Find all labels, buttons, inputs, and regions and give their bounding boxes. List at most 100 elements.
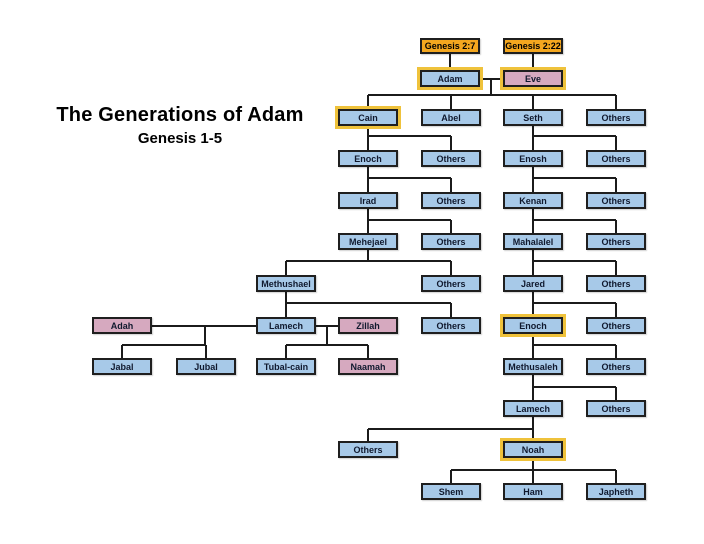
node-mahalalel: Mahalalel xyxy=(503,233,563,250)
node-ham: Ham xyxy=(503,483,563,500)
node-enoch_s: Enoch xyxy=(503,317,563,334)
sibling-bus-line xyxy=(286,260,451,262)
child-stub-line xyxy=(205,345,207,358)
node-others3: Others xyxy=(586,150,646,167)
node-others4: Others xyxy=(421,192,481,209)
node-others6: Others xyxy=(421,233,481,250)
sibling-bus-line xyxy=(533,219,616,221)
node-enosh: Enosh xyxy=(503,150,563,167)
child-stub-line xyxy=(450,220,452,233)
page-subtitle: Genesis 1-5 xyxy=(137,130,223,147)
descent-line xyxy=(532,375,534,387)
node-zillah: Zillah xyxy=(338,317,398,334)
sibling-bus-line xyxy=(122,344,206,346)
child-stub-line xyxy=(532,178,534,192)
sibling-bus-line xyxy=(533,177,616,179)
descent-line xyxy=(367,209,369,220)
node-others5: Others xyxy=(586,192,646,209)
sibling-bus-line xyxy=(368,135,451,137)
child-stub-line xyxy=(367,136,369,150)
node-others9: Others xyxy=(586,275,646,292)
node-others7: Others xyxy=(586,233,646,250)
child-stub-line xyxy=(615,345,617,358)
sibling-bus-line xyxy=(368,428,533,430)
child-stub-line xyxy=(615,261,617,275)
node-japheth: Japheth xyxy=(586,483,646,500)
descent-line xyxy=(532,167,534,178)
descent-line xyxy=(532,458,534,470)
title-block: The Generations of Adam Genesis 1-5 xyxy=(28,104,332,147)
node-others14: Others xyxy=(338,441,398,458)
node-kenan: Kenan xyxy=(503,192,563,209)
child-stub-line xyxy=(367,429,369,441)
node-seth: Seth xyxy=(503,109,563,126)
sibling-bus-line xyxy=(368,177,451,179)
node-others8: Others xyxy=(421,275,481,292)
child-stub-line xyxy=(532,470,534,483)
child-stub-line xyxy=(615,387,617,400)
child-stub-line xyxy=(532,345,534,358)
child-stub-line xyxy=(450,261,452,275)
node-methusaleh: Methusaleh xyxy=(503,358,563,375)
descent-line xyxy=(532,334,534,345)
node-genesis222: Genesis 2:22 xyxy=(503,38,563,54)
node-others11: Others xyxy=(586,317,646,334)
sibling-bus-line xyxy=(533,386,616,388)
child-stub-line xyxy=(532,95,534,109)
descent-line xyxy=(532,292,534,303)
child-stub-line xyxy=(615,136,617,150)
node-genesis27: Genesis 2:7 xyxy=(420,38,480,54)
child-stub-line xyxy=(615,220,617,233)
descent-line xyxy=(532,126,534,136)
descent-line xyxy=(532,417,534,429)
sibling-bus-line xyxy=(533,302,616,304)
node-tubalcain: Tubal-cain xyxy=(256,358,316,375)
child-stub-line xyxy=(367,95,369,109)
child-stub-line xyxy=(121,345,123,358)
descent-line xyxy=(532,250,534,261)
descent-line xyxy=(367,250,369,261)
child-stub-line xyxy=(367,178,369,192)
child-stub-line xyxy=(450,178,452,192)
node-jared: Jared xyxy=(503,275,563,292)
descent-line xyxy=(367,167,369,178)
sibling-bus-line xyxy=(533,344,616,346)
node-methushael: Methushael xyxy=(256,275,316,292)
node-others1: Others xyxy=(586,109,646,126)
child-stub-line xyxy=(285,303,287,317)
descent-line xyxy=(490,79,492,95)
node-others10: Others xyxy=(421,317,481,334)
child-stub-line xyxy=(450,470,452,483)
node-lamech_s: Lamech xyxy=(503,400,563,417)
child-stub-line xyxy=(532,429,534,441)
sibling-bus-line xyxy=(286,302,451,304)
sibling-bus-line xyxy=(368,94,616,96)
node-jabal: Jabal xyxy=(92,358,152,375)
node-lamech_c: Lamech xyxy=(256,317,316,334)
node-naamah: Naamah xyxy=(338,358,398,375)
child-stub-line xyxy=(367,345,369,358)
descent-line xyxy=(532,209,534,220)
node-irad: Irad xyxy=(338,192,398,209)
child-stub-line xyxy=(615,178,617,192)
child-stub-line xyxy=(285,345,287,358)
child-stub-line xyxy=(367,220,369,233)
node-eve: Eve xyxy=(503,70,563,87)
node-abel: Abel xyxy=(421,109,481,126)
node-others2: Others xyxy=(421,150,481,167)
descent-line xyxy=(367,126,369,136)
descent-line xyxy=(449,54,451,70)
child-stub-line xyxy=(615,95,617,109)
child-stub-line xyxy=(615,303,617,317)
descent-line xyxy=(326,326,328,345)
node-shem: Shem xyxy=(421,483,481,500)
child-stub-line xyxy=(532,136,534,150)
child-stub-line xyxy=(450,95,452,109)
node-enoch_c: Enoch xyxy=(338,150,398,167)
sibling-bus-line xyxy=(533,135,616,137)
node-adam: Adam xyxy=(420,70,480,87)
node-others12: Others xyxy=(586,358,646,375)
node-noah: Noah xyxy=(503,441,563,458)
child-stub-line xyxy=(532,261,534,275)
